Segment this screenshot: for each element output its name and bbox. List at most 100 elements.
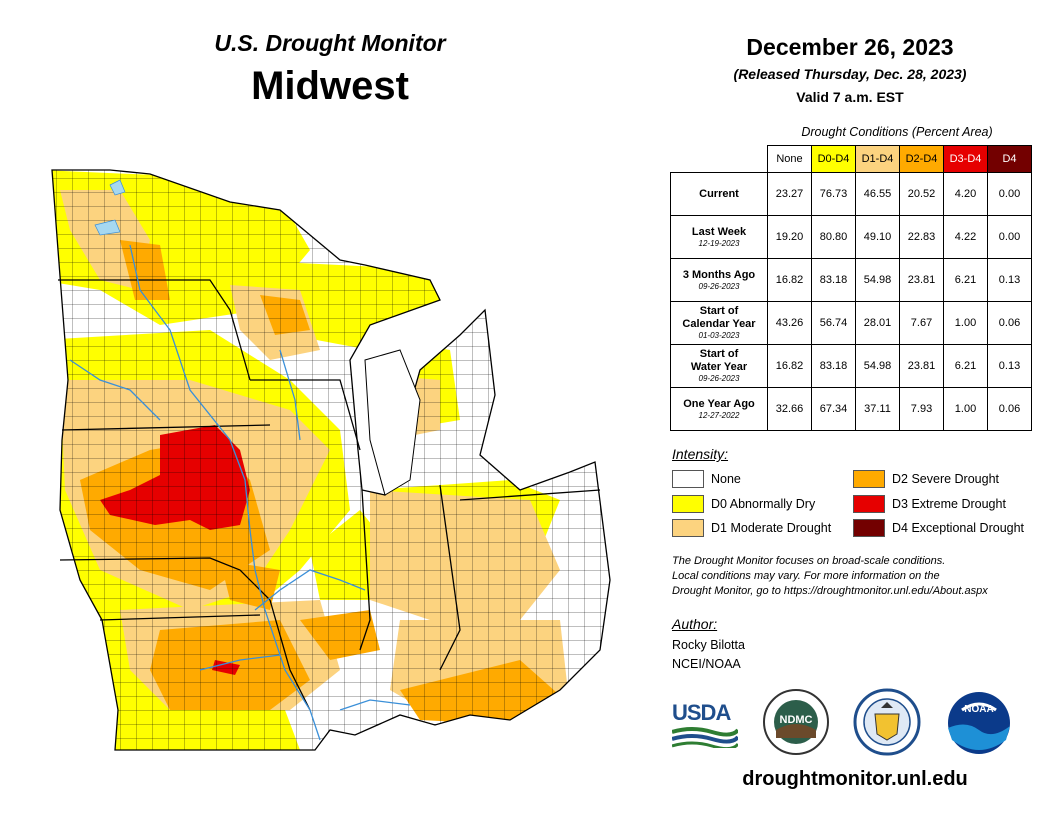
col-header-d4: D4 (987, 145, 1032, 173)
table-cell: 4.22 (943, 215, 988, 259)
table-row: 3 Months Ago 09-26-2023 16.82 83.18 54.98… (670, 258, 1032, 302)
table-cell: 80.80 (811, 215, 856, 259)
usda-waves-icon (671, 727, 740, 751)
row-label-text-2: Water Year (690, 361, 748, 373)
table-row: Start of Calendar Year 01-03-2023 43.26 56… (670, 301, 1032, 345)
row-date: 01-03-2023 (698, 331, 740, 340)
legend-swatch-none (672, 470, 704, 488)
table-cell: 20.52 (899, 172, 944, 216)
legend-label-d1: D1 Moderate Drought (711, 521, 832, 535)
col-header-d3-d4: D3-D4 (943, 145, 988, 173)
map-title: Midwest (251, 64, 409, 108)
note-line: The Drought Monitor focuses on broad-sca… (672, 555, 946, 567)
row-label: 3 Months Ago 09-26-2023 (670, 258, 768, 302)
drought-map (51, 169, 611, 751)
table-cell: 56.74 (811, 301, 856, 345)
col-header-d2-d4: D2-D4 (899, 145, 944, 173)
table-cell: 83.18 (811, 344, 856, 388)
row-date: 09-26-2023 (698, 281, 740, 291)
legend-swatch-d2 (853, 470, 885, 488)
table-cell: 4.20 (943, 172, 988, 216)
table-cell: 67.34 (811, 387, 856, 431)
table-cell: 0.06 (987, 301, 1032, 345)
row-label-text: 3 Months Ago (682, 268, 756, 281)
col-header-d1-d4: D1-D4 (855, 145, 900, 173)
col-header-d0-d4: D0-D4 (811, 145, 856, 173)
row-label: Last Week 12-19-2023 (670, 215, 768, 259)
noaa-logo-text: NOAA (964, 704, 994, 715)
row-label: Start of Calendar Year 01-03-2023 (670, 301, 768, 345)
map-date: December 26, 2023 (746, 34, 954, 60)
table-cell: 22.83 (899, 215, 944, 259)
table-row: Current 23.27 76.73 46.55 20.52 4.20 0.0… (670, 172, 1032, 216)
legend-swatch-d1 (672, 519, 704, 537)
legend-label-d3: D3 Extreme Drought (892, 497, 1006, 511)
table-cell: 46.55 (855, 172, 900, 216)
table-cell: 1.00 (943, 301, 988, 345)
row-date: 12-27-2022 (698, 410, 740, 420)
row-label: One Year Ago 12-27-2022 (670, 387, 768, 431)
usda-logo-text: USDA (672, 700, 731, 725)
table-caption: Drought Conditions (Percent Area) (801, 125, 993, 139)
table-row: Last Week 12-19-2023 19.20 80.80 49.10 22… (670, 215, 1032, 259)
drought-conditions-table: None D0-D4 D1-D4 D2-D4 D3-D4 D4 Current … (670, 145, 1032, 431)
legend-label-none: None (711, 472, 741, 486)
table-cell: 37.11 (855, 387, 900, 431)
ndmc-seal-icon (763, 689, 829, 755)
legend-label-d0: D0 Abnormally Dry (711, 497, 816, 511)
map-fill (52, 170, 610, 750)
table-cell: 32.66 (767, 387, 812, 431)
table-cell: 54.98 (855, 344, 900, 388)
table-cell: 7.93 (899, 387, 944, 431)
row-label: Start of Water Year 09-26-2023 (670, 344, 768, 388)
legend-heading: Intensity: (672, 446, 729, 462)
map-subtitle: U.S. Drought Monitor (214, 30, 446, 56)
table-cell: 28.01 (855, 301, 900, 345)
footer-url[interactable]: droughtmonitor.unl.edu (742, 768, 968, 790)
row-label-text-2: Calendar Year (682, 318, 756, 330)
table-cell: 1.00 (943, 387, 988, 431)
author-heading: Author: (672, 616, 718, 632)
disclaimer-note: The Drought Monitor focuses on broad-sca… (672, 554, 1042, 599)
table-cell: 6.21 (943, 258, 988, 302)
table-header-row: None D0-D4 D1-D4 D2-D4 D3-D4 D4 (671, 145, 1032, 173)
row-date: 09-26-2023 (698, 374, 740, 383)
valid-time: Valid 7 a.m. EST (796, 89, 904, 105)
table-cell: 83.18 (811, 258, 856, 302)
release-date: (Released Thursday, Dec. 28, 2023) (733, 66, 967, 82)
table-cell: 0.13 (987, 258, 1032, 302)
table-row: One Year Ago 12-27-2022 32.66 67.34 37.11… (670, 387, 1032, 431)
commerce-seal-icon (853, 688, 921, 756)
legend-label-d2: D2 Severe Drought (892, 472, 1000, 486)
note-line: Local conditions may vary. For more info… (672, 570, 940, 582)
table-cell: 43.26 (767, 301, 812, 345)
table-cell: 54.98 (855, 258, 900, 302)
table-cell: 7.67 (899, 301, 944, 345)
table-cell: 23.27 (767, 172, 812, 216)
table-cell: 49.10 (855, 215, 900, 259)
table-cell: 16.82 (767, 258, 812, 302)
table-corner (671, 146, 768, 173)
state-borders (51, 169, 611, 751)
author-org: NCEI/NOAA (672, 657, 741, 671)
rivers (69, 244, 411, 741)
table-row: Start of Water Year 09-26-2023 16.82 83.18… (670, 344, 1032, 388)
row-label-text: Start of (699, 305, 739, 317)
legend-swatch-d3 (853, 495, 885, 513)
row-label-text: One Year Ago (683, 397, 755, 410)
table-cell: 76.73 (811, 172, 856, 216)
row-date: 12-19-2023 (698, 238, 740, 248)
col-header-none: None (767, 145, 812, 173)
table-cell: 6.21 (943, 344, 988, 388)
legend-label-d4: D4 Exceptional Drought (892, 521, 1025, 535)
usda-logo: USDA (671, 700, 740, 751)
note-line: Drought Monitor, go to https://droughtmo… (672, 585, 988, 597)
commerce-seal (853, 688, 921, 756)
noaa-logo-icon (948, 692, 1010, 754)
table-cell: 0.00 (987, 172, 1032, 216)
row-label-text: Last Week (691, 225, 747, 238)
table-cell: 16.82 (767, 344, 812, 388)
table-cell: 23.81 (899, 258, 944, 302)
legend-swatch-d0 (672, 495, 704, 513)
row-label: Current (670, 172, 768, 216)
